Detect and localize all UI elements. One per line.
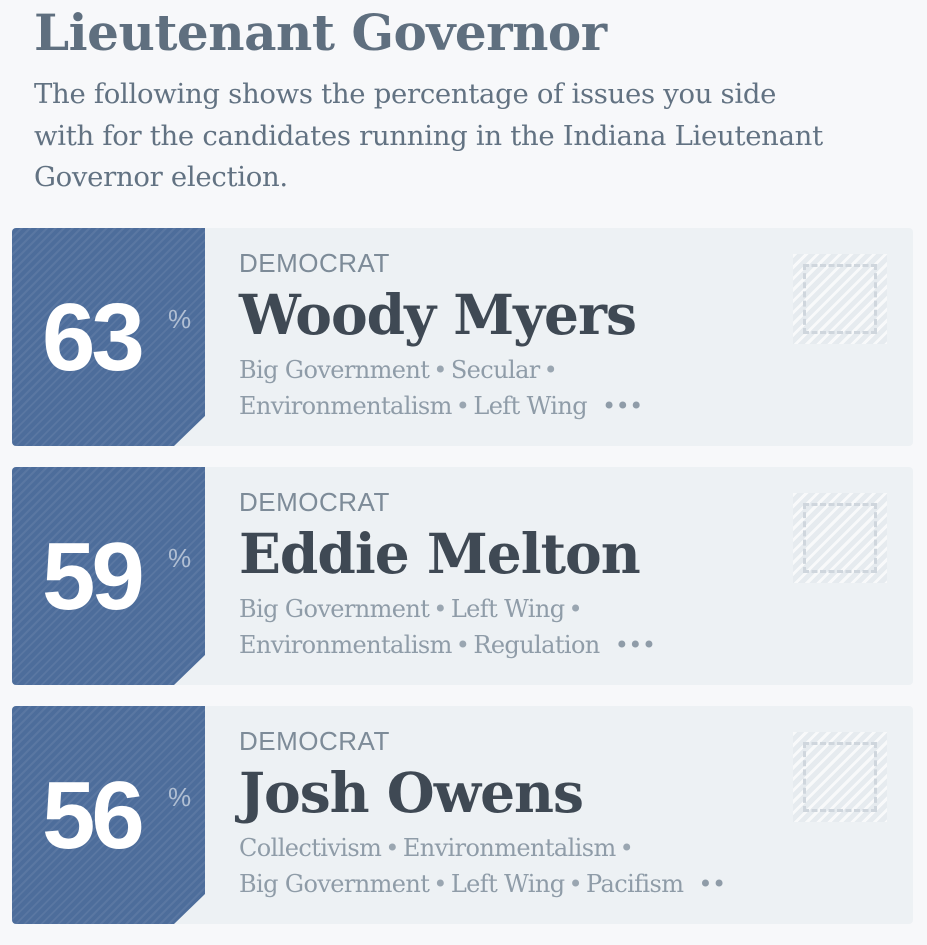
issue-tag: Big Government [239,870,430,898]
issue-tag: Environmentalism [402,834,616,862]
page-intro: The following shows the percentage of is… [34,74,914,199]
issue-tags-line: Big Government • Left Wing • [239,595,583,623]
candidate-card-eddie-melton[interactable]: 59 % DEMOCRAT Eddie Melton Big Governmen… [12,467,913,685]
candidate-info: DEMOCRAT Eddie Melton Big Government • Lef… [239,485,799,663]
issue-tag: Pacifism [586,870,684,898]
candidate-name[interactable]: Woody Myers [239,282,637,347]
percent-symbol: % [168,543,192,573]
issue-tag: Regulation [473,631,600,659]
match-score-value: 63 [42,284,145,391]
candidate-info: DEMOCRAT Josh Owens Collectivism • Environ… [239,724,799,902]
issue-tags-line: Big Government • Left Wing • Pacifism •• [239,870,726,898]
percent-symbol: % [168,782,192,812]
candidate-card-woody-myers[interactable]: 63 % DEMOCRAT Woody Myers Big Government… [12,228,913,446]
candidate-photo-placeholder-icon [793,493,887,583]
more-tags-ellipsis[interactable]: •• [698,870,726,898]
issue-tag: Left Wing [450,595,565,623]
issue-tags: Collectivism • Environmentalism • Big Gover… [239,830,799,902]
page-header: Lieutenant Governor The following shows … [34,0,914,199]
issue-tags-line: Environmentalism • Regulation ••• [239,631,656,659]
candidate-name[interactable]: Eddie Melton [239,521,641,586]
intro-line-2: with for the candidates running in the I… [34,119,823,152]
issue-tag: Secular [450,356,540,384]
percent-symbol: % [168,304,192,334]
match-score-box: 63 % [12,228,205,446]
match-score-box: 56 % [12,706,205,924]
party-label: DEMOCRAT [239,726,390,756]
issue-tag: Left Wing [473,392,587,420]
issue-tags-line: Environmentalism • Left Wing ••• [239,392,643,420]
intro-line-3: Governor election. [34,161,288,193]
issue-tag: Collectivism [239,834,382,862]
candidate-photo-placeholder-icon [793,254,887,344]
candidate-list: 63 % DEMOCRAT Woody Myers Big Government… [12,228,913,945]
score-corner-notch [174,655,205,685]
match-score-box: 59 % [12,467,205,685]
issue-tag: Environmentalism [239,392,452,420]
candidate-photo-placeholder-icon [793,732,887,822]
issue-tags: Big Government • Left Wing • Environmentali… [239,591,799,663]
page-title: Lieutenant Governor [34,3,607,62]
match-score-value: 56 [42,762,145,869]
more-tags-ellipsis[interactable]: ••• [602,392,643,420]
issue-tag: Environmentalism [239,631,452,659]
candidate-card-josh-owens[interactable]: 56 % DEMOCRAT Josh Owens Collectivism • En… [12,706,913,924]
issue-tags: Big Government • Secular • Environmentalism… [239,352,799,424]
party-label: DEMOCRAT [239,248,390,278]
score-corner-notch [174,894,205,924]
candidate-name[interactable]: Josh Owens [239,760,584,825]
issue-tag: Big Government [239,356,430,384]
issue-tag: Big Government [239,595,430,623]
score-corner-notch [174,416,205,446]
match-score-value: 59 [42,523,145,630]
issue-tag: Left Wing [450,870,565,898]
issue-tags-line: Big Government • Secular • [239,356,558,384]
more-tags-ellipsis[interactable]: ••• [614,631,656,659]
candidate-info: DEMOCRAT Woody Myers Big Government • Secu… [239,246,799,424]
intro-line-1: The following shows the percentage of is… [34,78,777,110]
issue-tags-line: Collectivism • Environmentalism • [239,834,634,862]
party-label: DEMOCRAT [239,487,390,517]
